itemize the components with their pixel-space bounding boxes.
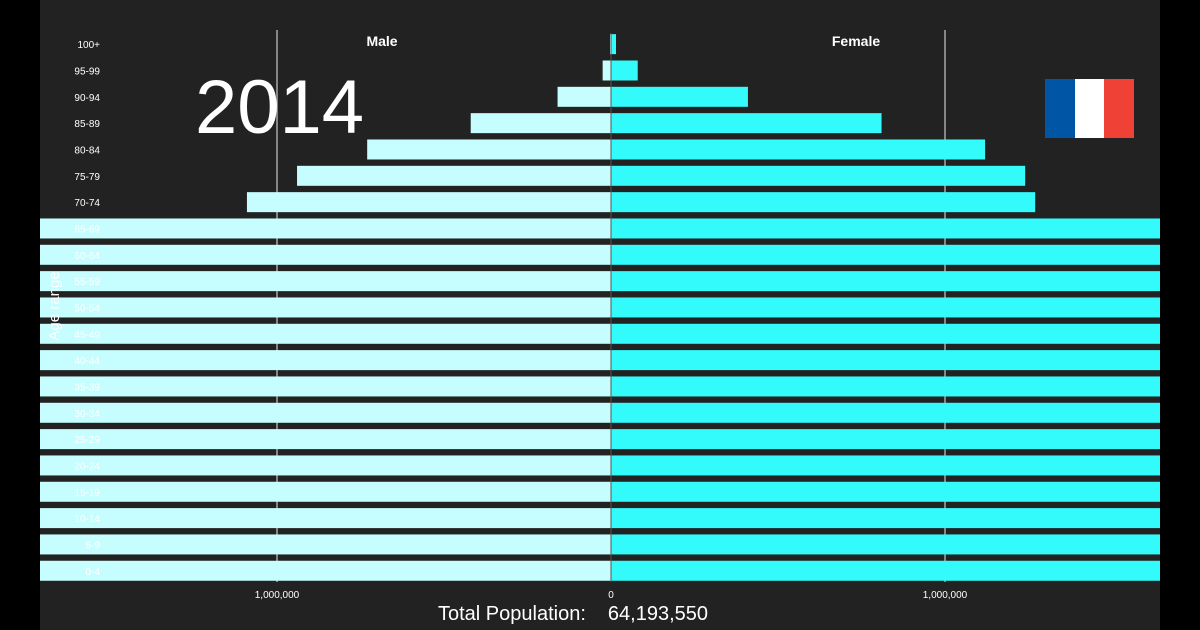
- y-tick-label: 65-69: [74, 224, 100, 235]
- male-bar-25-29: [40, 429, 612, 450]
- female-bar-85-89: [611, 113, 882, 134]
- male-bar-10-14: [40, 508, 611, 529]
- male-bar-35-39: [40, 376, 612, 397]
- y-tick-label: 95-99: [74, 66, 100, 77]
- male-bar-100+: [609, 34, 611, 55]
- male-bar-75-79: [297, 165, 611, 186]
- female-bar-5-9: [611, 534, 1160, 555]
- male-bar-80-84: [367, 139, 611, 160]
- y-tick-label: 50-54: [74, 303, 100, 314]
- y-tick-label: 75-79: [74, 172, 100, 183]
- female-bar-25-29: [611, 429, 1160, 450]
- female-bar-65-69: [611, 218, 1160, 239]
- female-bar-20-24: [611, 455, 1160, 476]
- male-bar-55-59: [40, 271, 612, 292]
- y-tick-label: 60-64: [74, 251, 100, 262]
- flag-stripe-blue: [1045, 79, 1075, 138]
- female-bar-45-49: [611, 323, 1160, 344]
- population-pyramid-chart: 3,000,0002,000,0001,000,00001,000,0002,0…: [40, 30, 1160, 601]
- y-tick-label: 100+: [77, 40, 100, 51]
- male-bar-40-44: [40, 350, 612, 371]
- year-label: 2014: [195, 65, 365, 150]
- male-bar-30-34: [40, 402, 612, 423]
- y-tick-label: 80-84: [74, 145, 100, 156]
- male-bar-15-19: [40, 481, 611, 502]
- male-bar-70-74: [246, 192, 611, 213]
- y-tick-label: 40-44: [74, 356, 100, 367]
- female-bar-95-99: [611, 60, 638, 81]
- total-population: Total Population: 64,193,550: [438, 603, 708, 626]
- female-bar-55-59: [611, 271, 1160, 292]
- total-population-value: 64,193,550: [607, 603, 708, 625]
- y-tick-label: 35-39: [74, 382, 100, 393]
- france-flag-icon: [1045, 79, 1135, 138]
- y-tick-label: 70-74: [74, 198, 100, 209]
- male-bar-50-54: [40, 297, 611, 318]
- y-tick-label: 45-49: [74, 330, 100, 341]
- y-axis-label: Age range: [46, 271, 63, 340]
- y-tick-label: 10-14: [74, 514, 100, 525]
- female-series-label: Female: [832, 33, 880, 49]
- chart-frame: 3,000,0002,000,0001,000,00001,000,0002,0…: [40, 0, 1160, 630]
- y-tick-label: 55-59: [74, 277, 100, 288]
- y-tick-label: 15-19: [74, 488, 100, 499]
- male-series-label: Male: [366, 33, 397, 49]
- male-bar-20-24: [40, 455, 612, 476]
- x-tick-label: 1,000,000: [923, 590, 968, 601]
- male-bar-5-9: [40, 534, 612, 555]
- y-tick-label: 0-4: [86, 567, 101, 578]
- female-bar-50-54: [611, 297, 1160, 318]
- total-population-label: Total Population:: [438, 603, 586, 625]
- y-tick-label: 20-24: [74, 461, 100, 472]
- y-tick-label: 5-9: [86, 540, 101, 551]
- female-bar-10-14: [611, 508, 1160, 529]
- flag-stripe-white: [1074, 79, 1105, 138]
- female-bar-60-64: [611, 244, 1160, 265]
- male-bar-0-4: [40, 560, 611, 581]
- female-bar-30-34: [611, 402, 1160, 423]
- female-bar-80-84: [611, 139, 986, 160]
- female-bar-100+: [611, 34, 617, 55]
- male-bar-60-64: [40, 244, 611, 265]
- female-bar-70-74: [611, 192, 1036, 213]
- male-bar-90-94: [557, 86, 611, 107]
- y-tick-label: 25-29: [74, 435, 100, 446]
- female-bar-40-44: [611, 350, 1160, 371]
- male-bar-85-89: [470, 113, 611, 134]
- female-bar-90-94: [611, 86, 748, 107]
- y-tick-label: 85-89: [74, 119, 100, 130]
- x-tick-label: 1,000,000: [255, 590, 300, 601]
- x-tick-label: 0: [608, 590, 614, 601]
- y-tick-label: 90-94: [74, 93, 100, 104]
- y-tick-label: 30-34: [74, 409, 100, 420]
- female-bar-15-19: [611, 481, 1160, 502]
- male-bar-65-69: [40, 218, 611, 239]
- female-bar-35-39: [611, 376, 1160, 397]
- male-bar-45-49: [40, 323, 612, 344]
- female-bar-0-4: [611, 560, 1160, 581]
- female-bar-75-79: [611, 165, 1026, 186]
- flag-stripe-red: [1104, 79, 1135, 138]
- male-bar-95-99: [602, 60, 611, 81]
